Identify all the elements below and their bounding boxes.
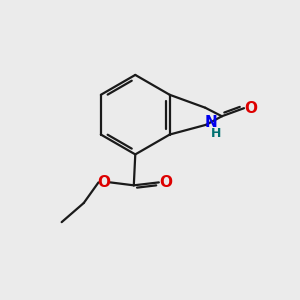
- Text: O: O: [97, 175, 110, 190]
- Text: N: N: [205, 115, 218, 130]
- Text: H: H: [211, 127, 222, 140]
- Text: O: O: [159, 175, 172, 190]
- Text: O: O: [244, 101, 257, 116]
